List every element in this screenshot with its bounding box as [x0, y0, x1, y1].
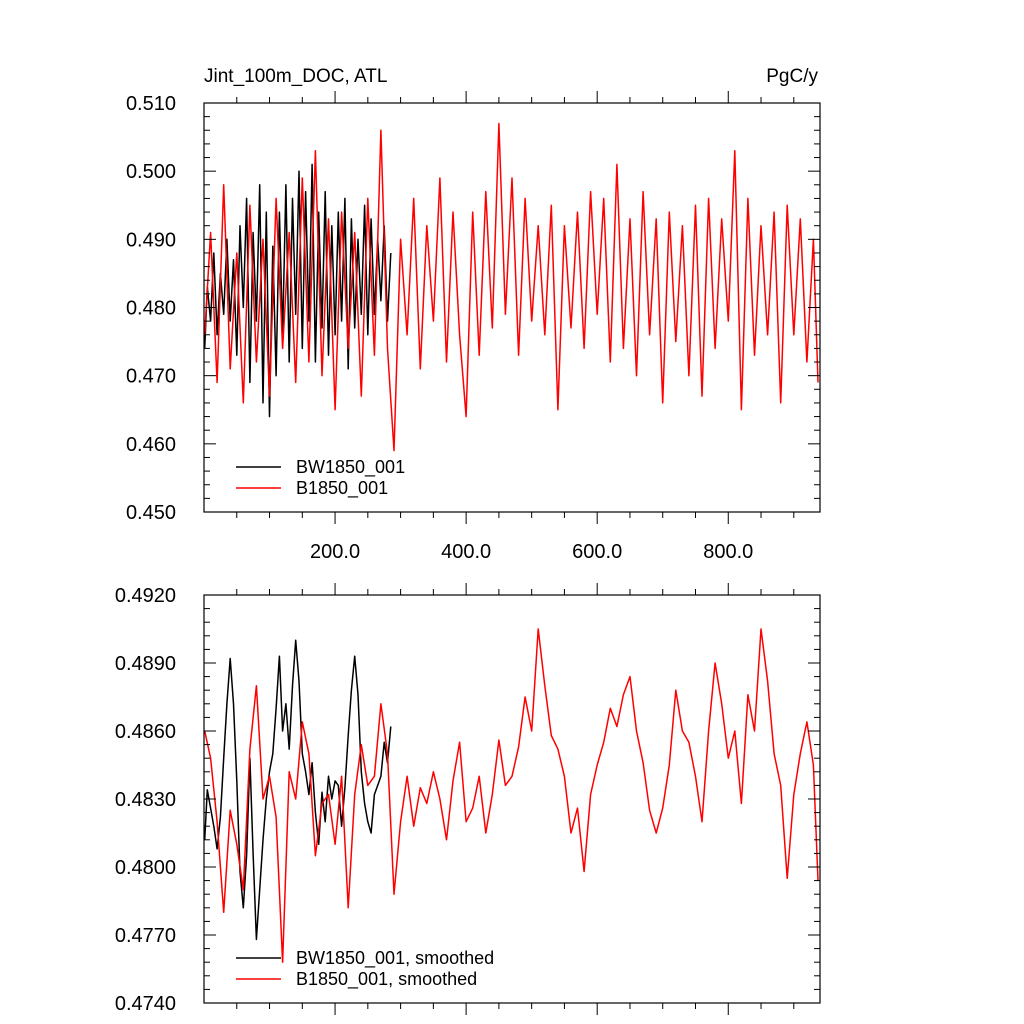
- bottom-legend-label: BW1850_001, smoothed: [296, 948, 494, 969]
- top-ytick-label: 0.480: [126, 298, 176, 320]
- bottom-ytick-label: 0.4800: [115, 857, 176, 879]
- top-ytick-label: 0.510: [126, 93, 176, 115]
- top-series-b1850-line: [203, 122, 819, 452]
- top-panel: Jint_100m_DOC, ATL PgC/y 0.450 0.460 0.470…: [126, 66, 821, 563]
- top-panel-title: Jint_100m_DOC, ATL: [204, 66, 387, 87]
- top-ytick-label: 0.490: [126, 229, 176, 251]
- top-xtick-label: 400.0: [441, 541, 491, 563]
- bottom-ytick-label: 0.4890: [115, 653, 176, 675]
- top-ytick-label: 0.460: [126, 434, 176, 456]
- bottom-series-b1850-line: [203, 628, 819, 963]
- top-ytick-label: 0.470: [126, 366, 176, 388]
- bottom-series-bw1850-line: [203, 639, 392, 941]
- bottom-ytick-label: 0.4860: [115, 721, 176, 743]
- bottom-legend-label: B1850_001, smoothed: [296, 969, 477, 990]
- top-xtick-label: 200.0: [310, 541, 360, 563]
- bottom-ytick-label: 0.4830: [115, 789, 176, 811]
- bottom-ytick-label: 0.4920: [115, 585, 176, 607]
- top-ytick-label: 0.450: [126, 502, 176, 524]
- top-xtick-label: 600.0: [572, 541, 622, 563]
- top-ytick-label: 0.500: [126, 161, 176, 183]
- bottom-ytick-label: 0.4770: [115, 925, 176, 947]
- top-legend-label: BW1850_001: [296, 457, 405, 478]
- top-series-bw1850-line: [203, 163, 392, 418]
- top-panel-units: PgC/y: [766, 66, 818, 87]
- bottom-ytick-label: 0.4740: [115, 993, 176, 1015]
- top-legend-label: B1850_001: [296, 478, 388, 499]
- bottom-panel: 0.4740 0.4770 0.4800 0.4830 0.4860 0.4890 0.49…: [115, 583, 821, 1015]
- top-xtick-label: 800.0: [703, 541, 753, 563]
